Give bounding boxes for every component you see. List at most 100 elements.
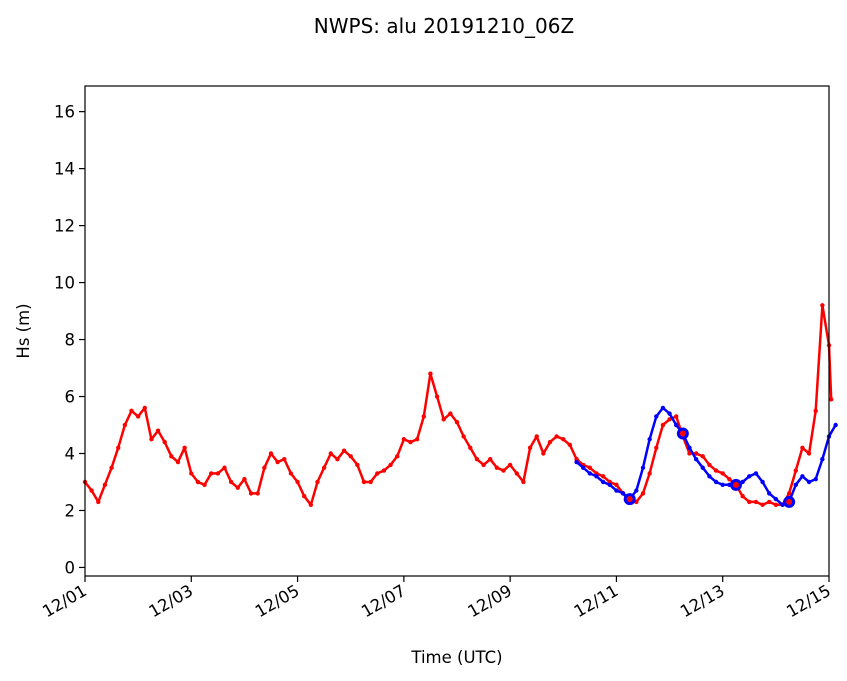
series-0-point-6 [122,422,128,428]
y-tick-label-8: 16 [54,103,75,122]
series-1-point-29 [767,491,772,496]
series-0-point-66 [521,479,526,485]
series-0-point-19 [209,471,214,476]
x-tick-label-3: 12/07 [358,581,409,621]
series-0-point-101 [753,499,759,505]
series-1-point-37 [820,456,825,462]
series-0-point-47 [395,454,400,459]
series-0-point-108 [800,445,805,451]
series-0-point-91 [687,451,692,456]
series-1-point-34 [800,474,805,479]
highlight-marker-core-2 [733,481,739,488]
series-1-point-9 [634,488,639,493]
series-0-point-113 [829,397,834,402]
y-tick-label-5: 10 [54,274,75,293]
y-axis-ticks: 0 2 4 6 8 10 12 14 16 [54,103,85,577]
highlight-marker-core-0 [626,496,633,503]
series-0-point-104 [773,502,779,507]
series-0-point-58 [468,445,473,451]
series-0-point-43 [368,479,373,485]
series-0-point-20 [215,471,221,476]
series-1-point-36 [813,476,818,482]
y-tick-label-1: 2 [65,501,76,520]
series-0-point-73 [567,442,573,448]
plot-area [85,86,829,576]
series-0-point-100 [747,499,752,505]
series-0-point-12 [162,439,167,445]
series-1-point-22 [720,482,725,488]
series-1-point-5 [607,482,612,488]
series-0-point-80 [614,482,619,488]
series-0-point-52 [428,371,433,376]
y-axis-label: Hs (m) [14,303,33,358]
series-1-point-21 [713,479,719,485]
series-0-point-65 [514,471,519,476]
series-1-point-6 [614,488,619,493]
series-1-point-12 [654,414,659,419]
series-0-point-30 [282,456,287,462]
x-tick-label-7: 12/15 [783,581,834,621]
series-1-point-15 [674,422,679,428]
series-0-point-45 [381,468,387,473]
series-1-point-30 [773,496,779,502]
series-0-point-50 [414,437,420,442]
series-1-point-14 [667,411,672,416]
series-0-point-9 [142,405,147,411]
series-0-point-60 [481,462,486,468]
series-0-point-35 [315,479,320,485]
series-0-point-11 [155,428,161,433]
series-0-point-3 [102,482,108,488]
plot-frame [84,85,830,577]
series-0-point-55 [448,411,453,416]
series-0-point-71 [554,434,559,439]
y-tick-label-2: 4 [65,445,76,464]
series-1-point-13 [660,405,666,411]
series-0-point-44 [375,471,380,476]
series-0-point-76 [587,465,593,470]
series-1-point-0 [574,459,579,465]
series-0-point-18 [202,482,207,488]
series-0-point-27 [262,465,267,470]
x-tick-label-6: 12/13 [677,581,728,621]
series-0-point-42 [361,479,367,485]
series-1-point-27 [753,471,759,476]
series-0-point-36 [321,465,327,470]
series-1-point-7 [620,491,626,496]
series-0-point-85 [647,471,652,476]
series-0-point-63 [501,468,506,473]
series-1-point-2 [587,471,593,476]
series-0-point-70 [547,439,553,445]
series-line-1 [575,406,837,507]
x-tick-label-1: 12/03 [146,581,197,621]
series-0-point-86 [654,445,659,451]
y-tick-label-6: 12 [54,217,75,236]
series-0-point-33 [302,494,307,499]
series-0-point-24 [242,476,247,482]
series-0-point-39 [341,448,347,453]
series-0-point-67 [527,445,533,451]
series-0-point-107 [793,468,798,473]
series-0-point-41 [355,462,360,468]
series-0-point-61 [488,456,493,462]
series-0-point-4 [109,465,114,470]
series-0-point-88 [667,417,672,422]
series-0-point-59 [474,456,480,462]
series-0-point-23 [235,485,240,490]
series-1-point-17 [687,445,692,451]
series-0-point-72 [561,437,566,442]
series-0-point-7 [129,408,134,413]
series-1-point-3 [594,474,599,479]
series-0-point-102 [760,502,765,507]
y-tick-label-0: 0 [65,558,76,577]
series-1-point-39 [833,422,838,428]
series-0-point-37 [328,451,333,456]
series-0-point-89 [674,414,679,419]
x-axis-label: Time (UTC) [410,648,502,667]
highlight-marker-core-3 [786,498,793,505]
series-0-point-95 [713,468,719,473]
series-0-point-87 [660,422,666,428]
series-0-point-14 [175,459,181,465]
x-tick-label-4: 12/09 [464,581,515,621]
series-0-point-48 [401,437,407,442]
series-0-point-64 [507,462,513,468]
